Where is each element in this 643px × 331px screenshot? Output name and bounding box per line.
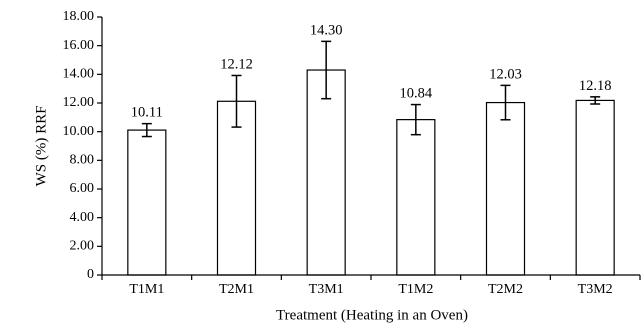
y-tick-label: 4.00 — [70, 210, 95, 225]
bar — [396, 119, 436, 276]
y-axis-label-group: WS (%) RRF — [33, 106, 49, 187]
y-axis-label: WS (%) RRF — [33, 106, 49, 187]
y-tick-label: 6.00 — [70, 181, 95, 196]
bar — [575, 99, 615, 276]
y-tick-label: 18.00 — [63, 9, 95, 24]
bars — [127, 69, 615, 276]
x-tick-label: T3M1 — [309, 282, 344, 297]
x-tick-label: T3M2 — [578, 282, 613, 297]
bar — [216, 100, 257, 276]
y-tick-label: 10.00 — [63, 124, 95, 139]
y-tick-label: 16.00 — [63, 38, 95, 53]
x-tick-label: T1M1 — [129, 282, 164, 297]
bar-value-label: 10.84 — [400, 86, 433, 102]
y-tick-label: 8.00 — [70, 153, 95, 168]
bar — [306, 69, 346, 276]
axes — [101, 17, 640, 276]
x-tick-label: T1M2 — [398, 282, 433, 297]
y-tick-label: 14.00 — [63, 67, 95, 82]
y-ticks: 0 2.00 4.00 6.00 8.00 10.00 12.00 14.00 16.00 18.… — [63, 9, 102, 282]
x-tick-label: T2M2 — [488, 282, 523, 297]
bar-value-label: 10.11 — [131, 105, 163, 121]
y-tick-label: 12.00 — [63, 95, 95, 110]
y-tick-label: 2.00 — [70, 239, 95, 254]
x-axis-label: Treatment (Heating in an Oven) — [276, 307, 468, 323]
bar — [127, 129, 167, 276]
bar-value-label: 12.12 — [220, 56, 253, 72]
y-tick-label: 0 — [87, 267, 94, 282]
bar-value-label: 12.03 — [489, 66, 522, 82]
value-labels: 10.11 12.12 14.30 10.84 12.03 12.18 — [131, 22, 612, 120]
x-ticks: T1M1 T2M1 T3M1 T1M2 T2M2 T3M2 — [101, 275, 641, 297]
bar-value-label: 14.30 — [310, 22, 343, 38]
error-bars — [141, 40, 601, 138]
bar — [485, 101, 526, 276]
x-tick-label: T2M1 — [219, 282, 254, 297]
bar-value-label: 12.18 — [579, 78, 612, 94]
